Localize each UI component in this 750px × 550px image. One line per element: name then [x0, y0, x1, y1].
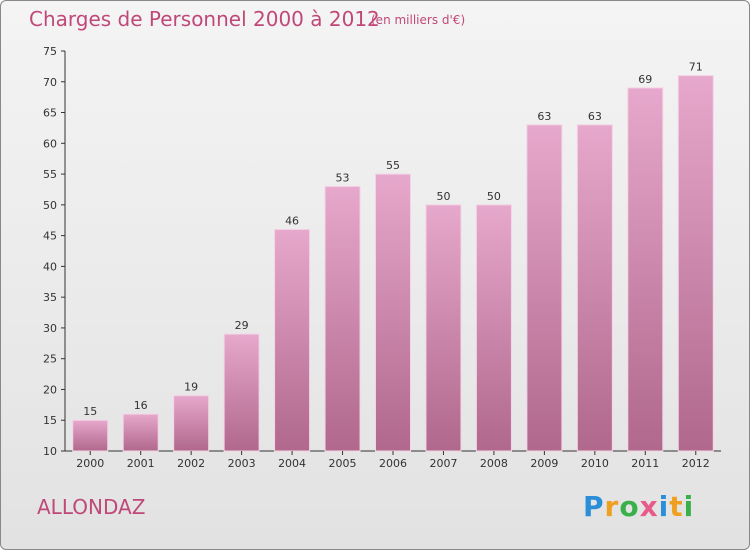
x-tick-label: 2004 — [278, 457, 306, 470]
bar — [173, 395, 210, 452]
y-tick-label: 30 — [43, 322, 57, 335]
y-tick-label: 50 — [43, 199, 57, 212]
x-tick-label: 2010 — [581, 457, 609, 470]
bar-value-label: 69 — [638, 73, 652, 86]
bar — [122, 413, 159, 452]
place-name: ALLONDAZ — [37, 495, 146, 519]
logo-letter: i — [683, 490, 695, 523]
x-tick-label: 2007 — [429, 457, 457, 470]
bar — [324, 185, 361, 452]
proxiti-logo: Proxiti — [583, 490, 694, 523]
y-tick-label: 60 — [43, 137, 57, 150]
y-tick-label: 25 — [43, 353, 57, 366]
x-tick-label: 2005 — [329, 457, 357, 470]
y-tick-label: 35 — [43, 291, 57, 304]
y-tick-label: 40 — [43, 260, 57, 273]
y-tick-label: 70 — [43, 76, 57, 89]
bar — [425, 204, 462, 452]
chart-subtitle: (en milliers d'€) — [371, 13, 466, 27]
x-tick-label: 2012 — [682, 457, 710, 470]
x-tick-label: 2001 — [127, 457, 155, 470]
y-tick-label: 75 — [43, 45, 57, 58]
bar — [627, 87, 664, 452]
bar — [576, 124, 613, 452]
bar-value-label: 53 — [336, 171, 350, 184]
bar-value-label: 63 — [588, 110, 602, 123]
x-tick-label: 2009 — [530, 457, 558, 470]
bar — [526, 124, 563, 452]
bar — [475, 204, 512, 452]
y-tick-label: 20 — [43, 383, 57, 396]
logo-letter: t — [669, 490, 684, 523]
bar-value-label: 15 — [83, 405, 97, 418]
y-tick-label: 65 — [43, 107, 57, 120]
x-tick-label: 2000 — [76, 457, 104, 470]
x-tick-label: 2006 — [379, 457, 407, 470]
x-tick-label: 2002 — [177, 457, 205, 470]
logo-letter: x — [639, 490, 659, 523]
logo-letter: r — [604, 490, 620, 523]
y-tick-label: 45 — [43, 230, 57, 243]
chart-title: Charges de Personnel 2000 à 2012 — [29, 7, 380, 31]
y-tick-label: 15 — [43, 414, 57, 427]
bar-value-label: 71 — [689, 61, 703, 74]
bar-value-label: 55 — [386, 159, 400, 172]
bar — [274, 228, 311, 452]
logo-letter: P — [583, 490, 605, 523]
bar-value-label: 50 — [487, 190, 501, 203]
x-tick-label: 2011 — [631, 457, 659, 470]
bar — [223, 333, 260, 452]
x-tick-label: 2003 — [228, 457, 256, 470]
logo-letter: o — [619, 490, 640, 523]
bar — [72, 419, 109, 452]
bar — [375, 173, 411, 452]
x-tick-label: 2008 — [480, 457, 508, 470]
y-tick-label: 10 — [43, 445, 57, 458]
bar — [677, 75, 714, 452]
bar-value-label: 29 — [235, 319, 249, 332]
logo-letter: i — [658, 490, 670, 523]
bar-value-label: 63 — [537, 110, 551, 123]
y-tick-label: 55 — [43, 168, 57, 181]
bar-value-label: 19 — [184, 381, 198, 394]
bar-value-label: 46 — [285, 214, 299, 227]
bar-value-label: 16 — [134, 399, 148, 412]
bar-value-label: 50 — [436, 190, 450, 203]
